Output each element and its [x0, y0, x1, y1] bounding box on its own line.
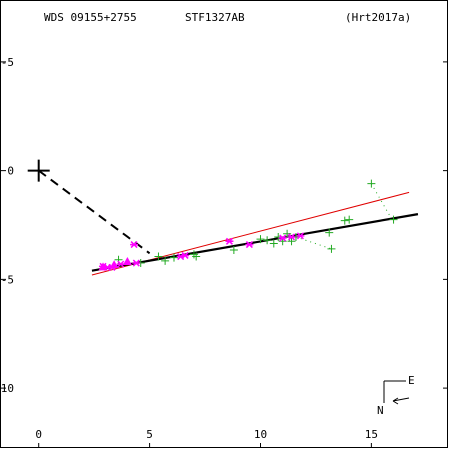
motion-arrow-icon	[392, 397, 410, 405]
green-plus-point	[169, 253, 178, 262]
y-tick-label: 0	[7, 165, 14, 178]
green-plus-point	[345, 215, 354, 224]
y-tick-label: -10	[0, 382, 14, 395]
residual-line	[295, 236, 332, 250]
orbit-lines	[38, 169, 419, 276]
magenta-star-point	[278, 234, 287, 242]
y-tick-label: -5	[1, 273, 14, 286]
x-tick-label: 10	[254, 428, 267, 441]
magenta-star-point	[130, 241, 139, 249]
compass-north-label: N	[377, 404, 384, 417]
magenta-star-point	[132, 259, 141, 267]
pair-label: STF1327AB	[185, 11, 245, 24]
green-plus-point	[263, 236, 272, 245]
dashed-connector	[38, 169, 151, 255]
y-tick-label: -5	[1, 56, 14, 69]
axis-ticks: 0 5 10 15 -5 0 -5 -10	[0, 56, 448, 448]
green-plus-point	[229, 246, 238, 255]
green-plus-point	[367, 179, 376, 188]
green-plus-point	[327, 244, 336, 253]
magenta-star-point	[287, 233, 296, 241]
magenta-star-point	[296, 232, 305, 240]
green-plus-point	[161, 256, 170, 265]
magenta-triangle-point	[122, 256, 132, 265]
green-plus-point	[389, 215, 398, 224]
green-plus-point	[192, 252, 201, 261]
x-tick-label: 15	[365, 428, 378, 441]
green-plus-point	[256, 235, 265, 244]
green-plus-point	[325, 228, 334, 237]
magenta-star-point	[245, 241, 254, 249]
green-plus-point	[340, 216, 349, 225]
x-tick-label: 5	[146, 428, 153, 441]
x-tick-label: 0	[35, 428, 42, 441]
magenta-star-point	[181, 251, 190, 259]
magenta-triangle-point	[109, 260, 119, 269]
chart-title: WDS 09155+2755	[44, 11, 137, 24]
magenta-triangle-point	[98, 262, 108, 271]
compass-east-label: E	[408, 374, 415, 387]
magenta-star-point	[225, 237, 234, 245]
orbit-black-line	[91, 213, 419, 272]
green-plus-point	[269, 239, 278, 248]
reference-label: (Hrt2017a)	[345, 11, 411, 24]
green-plus-point	[287, 237, 296, 246]
compass: E N	[377, 374, 415, 417]
data-points	[27, 159, 398, 271]
green-plus-point	[154, 252, 163, 261]
residual-line	[370, 183, 392, 219]
